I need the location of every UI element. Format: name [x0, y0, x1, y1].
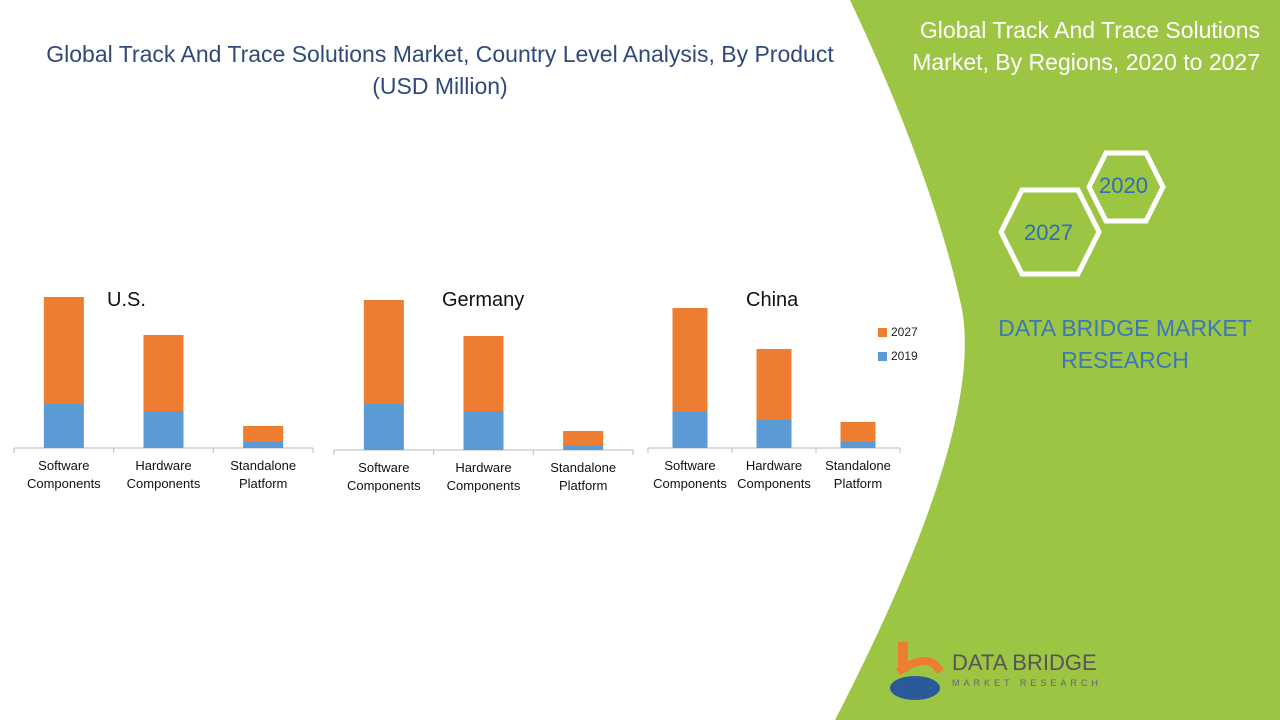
legend-swatch	[878, 327, 887, 337]
chart-title-germany: Germany	[442, 289, 525, 311]
bar-2027	[756, 349, 792, 420]
category-label: Hardware Components	[737, 458, 811, 491]
bar-2027	[563, 431, 604, 445]
chart-main-title: Global Track And Trace Solutions Market,…	[46, 41, 834, 99]
bar-2027	[672, 308, 708, 412]
bar-2027	[463, 336, 504, 411]
chart-title-china: China	[746, 289, 799, 311]
bar-2019	[563, 445, 604, 450]
hex-label-2020: 2020	[1099, 173, 1148, 198]
legend-swatch	[878, 351, 887, 361]
bar-2027	[143, 335, 184, 411]
hexagon-2027	[998, 187, 1102, 277]
logo: DATA BRIDGE MARKET RESEARCH	[952, 650, 1102, 688]
bar-2019	[840, 442, 876, 448]
green-panel	[835, 0, 1280, 720]
bar-2019	[672, 412, 708, 448]
category-label: Software Components	[26, 458, 101, 491]
legend-label: 2019	[891, 349, 918, 363]
category-label: Hardware Components	[446, 460, 521, 493]
bar-2027	[243, 426, 284, 442]
category-label: Standalone Platform	[825, 458, 891, 491]
bar-2019	[756, 420, 792, 448]
category-label: Software Components	[346, 460, 421, 493]
brand-text: DATA BRIDGE MARKET RESEARCH	[998, 315, 1252, 373]
category-label: Standalone Platform	[550, 460, 617, 493]
bar-2019	[43, 404, 84, 448]
bar-2019	[463, 411, 504, 450]
legend-2027: 2027	[878, 325, 918, 339]
legend-2019: 2019	[878, 349, 918, 363]
bar-2019	[243, 442, 284, 448]
chart-title-us: U.S.	[107, 289, 146, 311]
bar-2027	[840, 422, 876, 442]
bar-2027	[43, 297, 84, 404]
legend-label: 2027	[891, 325, 918, 339]
logo-name: DATA BRIDGE	[952, 650, 1097, 675]
hex-label-2027: 2027	[1024, 220, 1073, 245]
logo-sub: MARKET RESEARCH	[952, 678, 1102, 688]
bar-2019	[143, 411, 184, 448]
bar-2027	[363, 300, 404, 404]
category-label: Standalone Platform	[230, 458, 297, 491]
category-label: Software Components	[653, 458, 727, 491]
logo-icon	[890, 642, 944, 700]
category-label: Hardware Components	[126, 458, 201, 491]
bar-2019	[363, 404, 404, 450]
side-title: Global Track And Trace Solutions Market,…	[912, 17, 1260, 75]
hexagon-2020	[1086, 150, 1166, 224]
